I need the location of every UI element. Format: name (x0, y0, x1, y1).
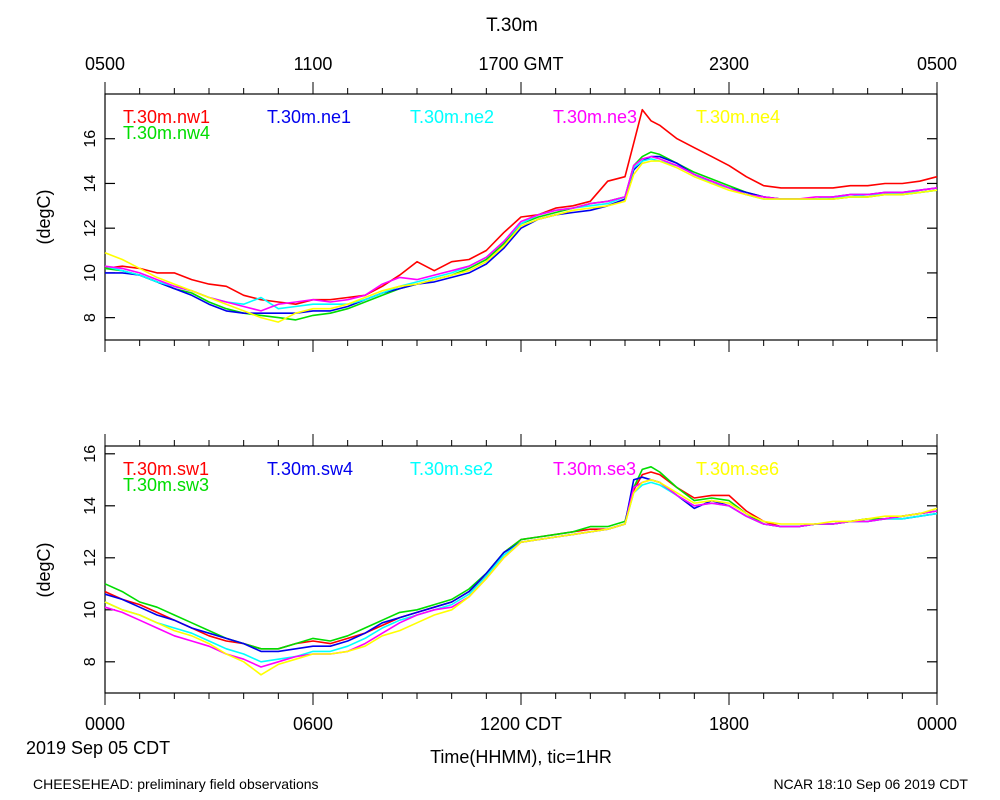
series-line-t-30m-sw4 (104, 476, 938, 653)
bottom-series-group (104, 465, 938, 676)
top-y-axis: 8 10 12 14 16 (82, 130, 937, 322)
y-tick-label: 16 (82, 130, 99, 148)
bottom-cdt-axis-labels: 0000 0600 1200 CDT 1800 0000 (85, 714, 957, 734)
top-gmt-axis-labels: 0500 1100 1700 GMT 2300 0500 (85, 54, 957, 74)
y-tick-label: 10 (82, 264, 99, 282)
x-tick-label: 0500 (917, 54, 957, 74)
series-line-t-30m-nw1 (104, 108, 938, 306)
legend-entry: T.30m.sw3 (123, 475, 209, 495)
bottom-y-axis: 8 10 12 14 16 (82, 445, 937, 666)
legend-entry: T.30m.ne2 (410, 107, 494, 127)
legend-entry: T.30m.se6 (696, 459, 779, 479)
x-tick-label: 0000 (85, 714, 125, 734)
series-line-t-30m-ne1 (105, 155, 938, 315)
y-tick-label: 8 (82, 657, 99, 666)
legend-entry: T.30m.sw1 (123, 459, 209, 479)
series-line-t-30m-se2 (104, 481, 938, 663)
legend-entry: T.30m.nw4 (123, 123, 210, 143)
series-line-t-30m-ne2 (104, 158, 938, 310)
footer-right: NCAR 18:10 Sep 06 2019 CDT (773, 776, 968, 792)
series-line-t-30m-se6 (104, 478, 938, 676)
x-tick-label: 2300 (709, 54, 749, 74)
y-tick-label: 8 (82, 313, 99, 322)
x-tick-label: 1200 CDT (480, 714, 562, 734)
y-tick-label: 14 (82, 174, 99, 192)
x-tick-label: 1800 (709, 714, 749, 734)
series-line-t-30m-nw4 (104, 151, 938, 321)
chart-title: T.30m (486, 15, 538, 36)
bottom-y-axis-label: (degC) (34, 542, 54, 597)
y-tick-label: 12 (82, 219, 99, 237)
legend-entry: T.30m.nw1 (123, 107, 210, 127)
x-tick-label: 1700 GMT (478, 54, 563, 74)
bottom-x-axis-ticks (104, 434, 938, 705)
y-tick-label: 12 (82, 549, 99, 567)
legend-entry: T.30m.sw4 (267, 459, 353, 479)
y-tick-label: 16 (82, 445, 99, 463)
x-tick-label: 1100 (294, 54, 333, 74)
legend-entry: T.30m.ne4 (696, 107, 780, 127)
date-label: 2019 Sep 05 CDT (26, 738, 170, 758)
top-x-axis-ticks (104, 82, 938, 352)
x-tick-label: 0500 (85, 54, 125, 74)
legend-entry: T.30m.ne1 (267, 107, 351, 127)
series-line-t-30m-ne4 (104, 160, 938, 323)
x-tick-label: 0600 (293, 714, 333, 734)
legend-entry: T.30m.se3 (553, 459, 636, 479)
series-line-t-30m-sw1 (104, 471, 938, 650)
top-series-group (104, 108, 938, 323)
legend-entry: T.30m.ne3 (553, 107, 637, 127)
x-tick-label: 0000 (917, 714, 957, 734)
top-y-axis-label: (degC) (34, 189, 54, 244)
series-line-t-30m-sw3 (104, 465, 938, 650)
legend-entry: T.30m.se2 (410, 459, 493, 479)
x-axis-label: Time(HHMM), tic=1HR (430, 747, 612, 767)
footer-left: CHEESEHEAD: preliminary field observatio… (33, 776, 319, 792)
y-tick-label: 10 (82, 601, 99, 619)
y-tick-label: 14 (82, 497, 99, 515)
